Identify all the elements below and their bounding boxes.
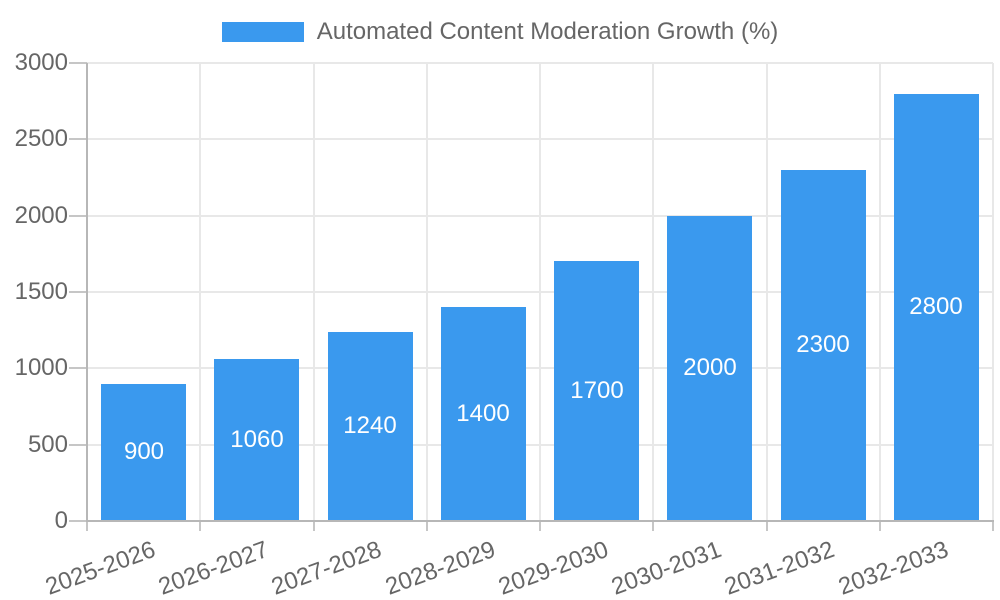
x-gridline [312, 63, 315, 521]
x-axis-tick-label: 2031-2032 [721, 536, 839, 600]
x-axis-tick [312, 521, 315, 531]
y-axis-tick-label: 0 [54, 507, 68, 534]
y-axis-tick [69, 520, 87, 522]
x-axis-tick-label: 2032-2033 [834, 536, 952, 600]
y-axis-tick [69, 138, 87, 141]
y-axis-tick-label: 1000 [14, 354, 68, 382]
x-axis-tick [86, 521, 88, 531]
y-axis-tick-label: 500 [27, 430, 68, 458]
bar[interactable] [667, 215, 752, 521]
y-axis-tick-label: 2500 [14, 125, 68, 153]
x-axis-tick [878, 521, 881, 531]
y-axis-line [86, 63, 88, 522]
x-gridline [652, 63, 655, 521]
bar[interactable] [328, 331, 413, 521]
bar[interactable] [441, 307, 526, 521]
bar[interactable] [214, 359, 299, 521]
x-gridline [425, 63, 428, 521]
y-axis-tick-label: 1500 [14, 278, 68, 305]
x-axis-tick [539, 521, 541, 531]
x-axis-tick [652, 521, 655, 531]
legend-label: Automated Content Moderation Growth (%) [316, 18, 779, 45]
bar[interactable] [554, 261, 639, 521]
y-axis-tick [69, 62, 87, 64]
bar[interactable] [894, 93, 979, 521]
x-axis-line [86, 520, 994, 522]
x-axis-tick [992, 521, 994, 531]
y-axis-tick [69, 214, 87, 217]
x-gridline [992, 63, 994, 521]
legend-swatch [221, 22, 304, 42]
y-axis-tick [69, 367, 87, 370]
y-axis-tick [69, 291, 87, 293]
x-gridline [878, 63, 881, 521]
x-axis-tick-label: 2026-2027 [155, 536, 273, 600]
x-gridline [765, 63, 768, 521]
x-axis-tick-label: 2029-2030 [494, 536, 612, 600]
x-axis-tick-label: 2025-2026 [41, 536, 159, 600]
x-axis-tick [765, 521, 768, 531]
x-gridline [539, 63, 541, 521]
legend-item[interactable]: Automated Content Moderation Growth (%) [0, 17, 1000, 47]
x-axis-tick-label: 2028-2029 [381, 536, 499, 600]
y-axis-tick [69, 443, 87, 446]
x-axis-tick-label: 2030-2031 [608, 536, 726, 600]
x-gridline [199, 63, 202, 521]
x-axis-tick-label: 2027-2028 [268, 536, 386, 600]
x-axis-tick [425, 521, 428, 531]
y-axis-tick-label: 2000 [14, 201, 68, 229]
y-axis-tick-label: 3000 [14, 49, 68, 76]
bar[interactable] [101, 383, 186, 521]
bar[interactable] [781, 169, 866, 521]
x-axis-tick [199, 521, 202, 531]
